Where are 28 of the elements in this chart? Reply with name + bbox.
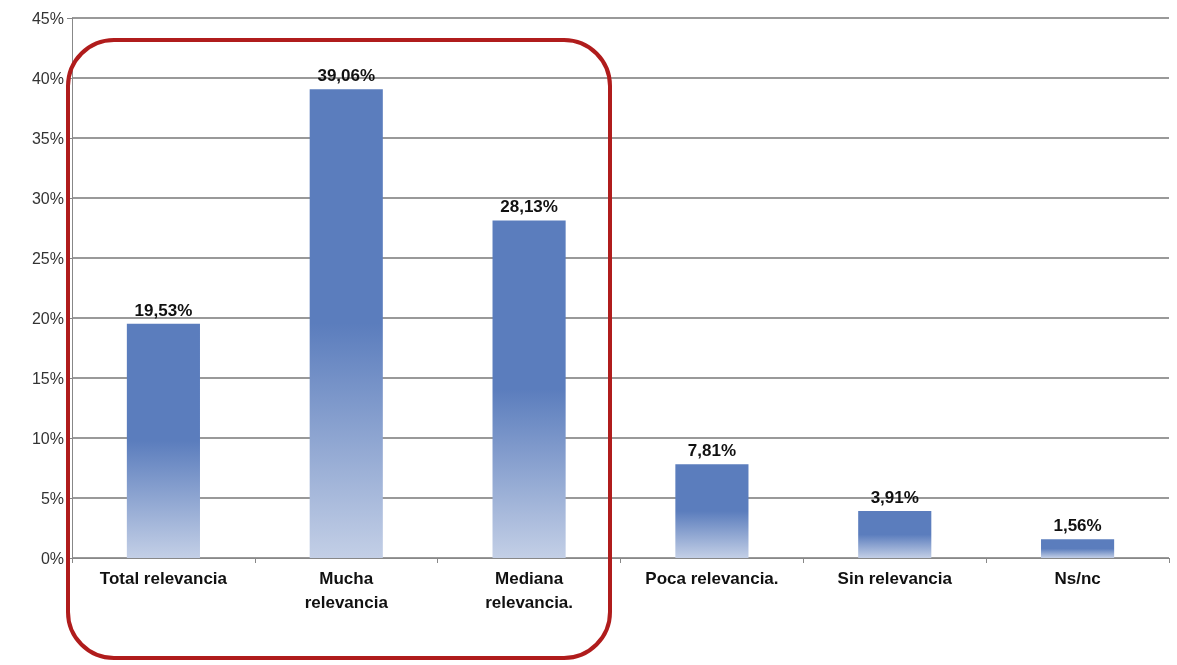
y-tick-label: 10% <box>31 429 64 447</box>
bar <box>1041 539 1115 558</box>
x-tick-label: Ns/nc <box>1054 568 1101 588</box>
y-tick-label: 0% <box>40 549 64 567</box>
data-label: 39,06% <box>317 66 376 86</box>
y-tick-label: 30% <box>31 189 64 207</box>
y-tick-label: 25% <box>31 249 64 267</box>
bar <box>675 464 749 558</box>
bar <box>126 323 200 558</box>
x-tick-label: Poca relevancia. <box>645 568 779 588</box>
x-tick-label: Mediana relevancia. <box>485 568 574 612</box>
bar <box>492 220 566 558</box>
x-tick-label: Mucha relevancia <box>304 568 389 612</box>
bar <box>858 511 932 558</box>
data-label: 7,81% <box>687 441 737 461</box>
y-tick-label: 20% <box>31 309 64 327</box>
x-tick-label: Total relevancia <box>99 568 228 588</box>
y-tick-label: 45% <box>31 9 64 27</box>
data-label: 1,56% <box>1053 516 1102 536</box>
x-tick-label: Sin relevancia <box>837 568 953 588</box>
data-label: 19,53% <box>134 300 193 320</box>
y-tick-label: 40% <box>31 69 64 87</box>
y-tick-label: 5% <box>40 489 64 507</box>
bar <box>309 89 383 558</box>
data-label: 3,91% <box>870 488 919 508</box>
y-tick-label: 15% <box>31 369 64 387</box>
y-tick-label: 35% <box>31 129 64 147</box>
data-label: 28,13% <box>500 197 558 217</box>
